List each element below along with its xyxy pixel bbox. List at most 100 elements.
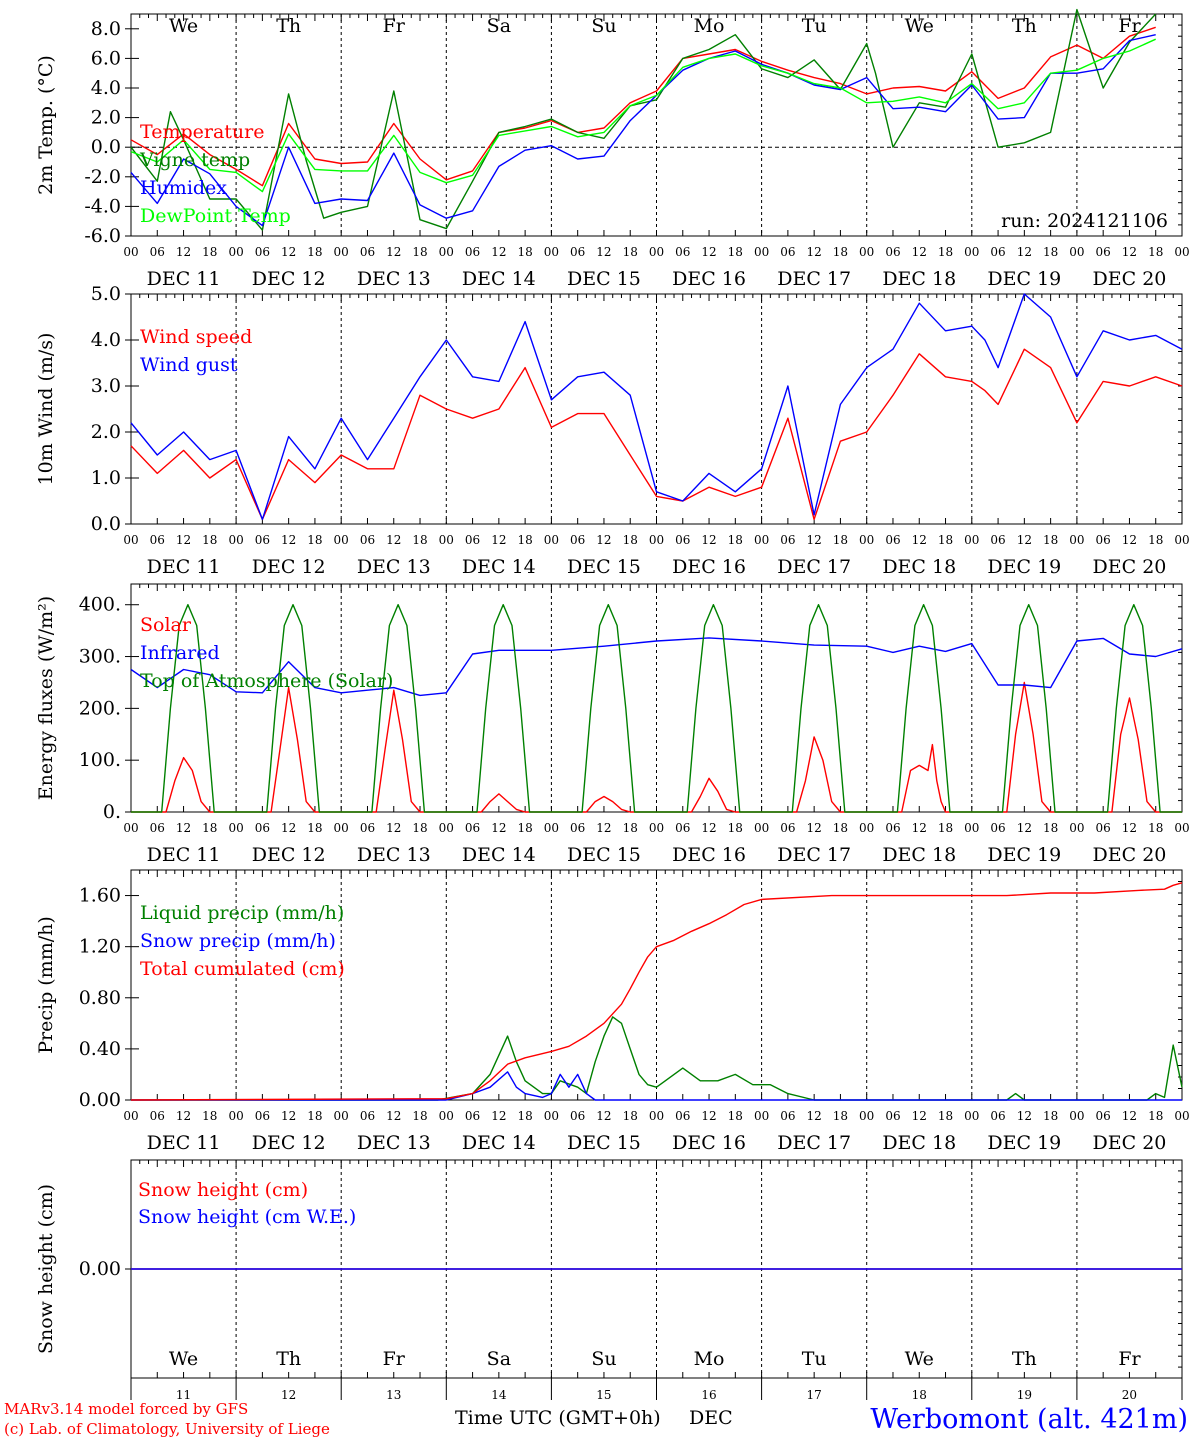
series-dewpoint-temp (130, 38, 1156, 193)
hour-tick-label: 06 (570, 533, 585, 547)
hour-tick-label: 06 (255, 821, 270, 835)
day-number-label: 12 (281, 1388, 296, 1402)
hour-tick-label: 06 (885, 821, 900, 835)
day-number-label: 16 (701, 1388, 716, 1402)
hour-tick-label: 06 (990, 533, 1005, 547)
hour-tick-label: 06 (360, 1109, 375, 1123)
hour-tick-label: 12 (596, 821, 611, 835)
y-tick-label: 0. (103, 801, 121, 823)
legend-entry: Vigne temp (139, 149, 250, 171)
hour-tick-label: 00 (228, 821, 243, 835)
series-temperature (130, 26, 1156, 187)
y-tick-label: 5.0 (91, 283, 121, 305)
y-axis-label: Energy fluxes (W/m²) (35, 596, 57, 800)
hour-tick-label: 18 (833, 245, 848, 259)
hour-tick-label: 06 (570, 1109, 585, 1123)
hour-tick-label: 12 (1122, 1109, 1137, 1123)
hour-tick-label: 18 (202, 533, 217, 547)
day-number-label: 15 (596, 1388, 611, 1402)
date-label: DEC 12 (252, 556, 326, 578)
day-number-label: 19 (1017, 1388, 1032, 1402)
hour-tick-label: 12 (281, 821, 296, 835)
hour-tick-label: 06 (465, 533, 480, 547)
y-tick-label: 400. (79, 594, 121, 616)
hour-tick-label: 00 (1069, 821, 1084, 835)
hour-tick-label: 06 (360, 533, 375, 547)
date-label: DEC 15 (567, 556, 641, 578)
hour-tick-label: 00 (334, 821, 349, 835)
hour-tick-label: 00 (228, 533, 243, 547)
legend-entry: Infrared (140, 642, 220, 664)
day-number-label: 18 (912, 1388, 927, 1402)
hour-tick-label: 12 (491, 821, 506, 835)
hour-tick-label: 00 (1174, 1109, 1189, 1123)
hour-tick-label: 12 (176, 1109, 191, 1123)
y-tick-label: 300. (79, 646, 121, 668)
date-label: DEC 11 (147, 268, 221, 290)
hour-tick-label: 00 (1174, 533, 1189, 547)
legend-entry: Temperature (140, 121, 264, 143)
hour-tick-label: 00 (544, 245, 559, 259)
weekday-label: Th (276, 15, 301, 37)
date-label: DEC 16 (672, 1132, 746, 1154)
y-tick-label: 2.0 (91, 421, 121, 443)
hour-tick-label: 12 (912, 533, 927, 547)
date-label: DEC 19 (987, 1132, 1061, 1154)
hour-tick-label: 06 (990, 245, 1005, 259)
day-number-label: 20 (1122, 1388, 1137, 1402)
hour-tick-label: 06 (675, 245, 690, 259)
weekday-label: Th (276, 1348, 301, 1370)
hour-tick-label: 00 (1069, 245, 1084, 259)
hour-tick-label: 18 (728, 245, 743, 259)
hour-tick-label: 18 (307, 821, 322, 835)
hour-tick-label: 18 (833, 821, 848, 835)
date-label: DEC 18 (882, 844, 956, 866)
hour-tick-label: 06 (360, 821, 375, 835)
hour-tick-label: 06 (360, 245, 375, 259)
hour-tick-label: 00 (1069, 533, 1084, 547)
hour-tick-label: 12 (1122, 821, 1137, 835)
date-label: DEC 17 (777, 556, 851, 578)
hour-tick-label: 00 (439, 1109, 454, 1123)
hour-tick-label: 06 (780, 245, 795, 259)
y-tick-label: 6.0 (91, 47, 121, 69)
hour-tick-label: 18 (833, 1109, 848, 1123)
hour-tick-label: 18 (728, 533, 743, 547)
series-total-cumulated-cm- (130, 882, 1183, 1101)
chart-footer: MARv3.14 model forced by GFS (c) Lab. of… (4, 1400, 1188, 1438)
hour-tick-label: 12 (491, 245, 506, 259)
station-name: Werbomont (alt. 421m) (870, 1404, 1188, 1435)
date-label: DEC 17 (777, 1132, 851, 1154)
hour-tick-label: 18 (728, 1109, 743, 1123)
hour-tick-label: 18 (412, 245, 427, 259)
hour-tick-label: 00 (859, 245, 874, 259)
weekday-label: Th (1012, 15, 1037, 37)
weekday-label: We (169, 15, 198, 37)
weekday-label: Su (591, 15, 616, 37)
legend-entry: Snow height (cm W.E.) (138, 1206, 356, 1228)
hour-tick-label: 00 (544, 821, 559, 835)
day-number-label: 14 (491, 1388, 507, 1402)
date-label: DEC 13 (357, 1132, 431, 1154)
hour-tick-label: 12 (596, 1109, 611, 1123)
hour-tick-label: 18 (623, 821, 638, 835)
date-label: DEC 18 (882, 1132, 956, 1154)
series-wind-speed (130, 348, 1183, 521)
hour-tick-label: 00 (649, 821, 664, 835)
date-label: DEC 11 (147, 1132, 221, 1154)
hour-tick-label: 06 (150, 533, 165, 547)
date-label: DEC 19 (987, 556, 1061, 578)
date-label: DEC 14 (462, 1132, 536, 1154)
hour-tick-label: 18 (307, 1109, 322, 1123)
hour-tick-label: 12 (596, 245, 611, 259)
hour-tick-label: 12 (281, 245, 296, 259)
hour-tick-label: 06 (570, 821, 585, 835)
hour-tick-label: 12 (1122, 533, 1137, 547)
weekday-label: Tu (802, 1348, 827, 1370)
hour-tick-label: 00 (964, 1109, 979, 1123)
date-label: DEC 16 (672, 268, 746, 290)
date-label: DEC 20 (1093, 268, 1167, 290)
hour-tick-label: 18 (517, 1109, 532, 1123)
hour-tick-label: 18 (1148, 245, 1163, 259)
hour-tick-label: 00 (334, 245, 349, 259)
